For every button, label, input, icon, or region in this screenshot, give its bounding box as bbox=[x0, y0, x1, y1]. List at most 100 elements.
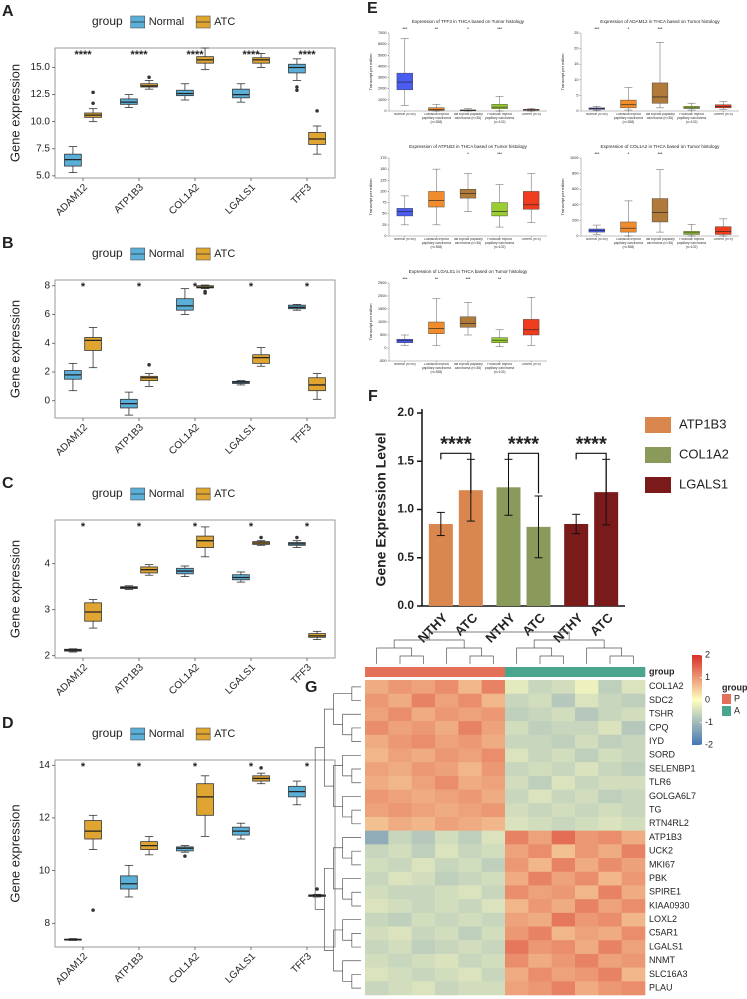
heatmap-cell bbox=[481, 721, 506, 736]
significance: **** bbox=[298, 49, 316, 61]
box bbox=[620, 99, 637, 109]
box bbox=[84, 820, 102, 840]
heatmap-cell bbox=[575, 803, 599, 818]
y-tick-label: 4000 bbox=[378, 64, 386, 68]
significance: * bbox=[193, 521, 198, 533]
outlier bbox=[259, 535, 263, 540]
heatmap-cell bbox=[505, 693, 529, 708]
row-label: PBK bbox=[649, 873, 667, 883]
heatmap-cell bbox=[388, 953, 412, 968]
x-tick-label-box: Follicular thyroid papillary carcinoma (… bbox=[677, 113, 706, 124]
x-tick-label: Others (n=9) bbox=[713, 113, 733, 116]
x-tick-label: Normal (n=59) bbox=[585, 238, 608, 241]
heatmap-cell bbox=[528, 748, 552, 763]
heatmap-cell bbox=[621, 803, 646, 818]
heatmap-cell bbox=[458, 693, 482, 708]
heatmap-cell bbox=[458, 940, 482, 955]
heatmap-cell bbox=[411, 912, 436, 927]
y-tick-label: 100 bbox=[380, 189, 386, 193]
y-tick-label: 2 bbox=[44, 650, 50, 661]
box-panel: Expression of COL1A2 in THCA based on Tu… bbox=[560, 144, 739, 249]
significance: * bbox=[137, 521, 142, 533]
row-label: TLR6 bbox=[649, 777, 671, 787]
heatmap-cell bbox=[528, 844, 552, 859]
heatmap-cell bbox=[481, 693, 506, 708]
heatmap-cell bbox=[411, 789, 436, 804]
x-tick-label: Others (n=9) bbox=[521, 113, 541, 116]
heatmap-cell bbox=[458, 926, 482, 941]
heatmap-cell bbox=[365, 953, 389, 968]
y-tick-label: 10.0 bbox=[31, 116, 51, 127]
heatmap-cell bbox=[458, 816, 482, 831]
heatmap-cell bbox=[621, 940, 646, 955]
panel-label: A bbox=[2, 3, 14, 20]
panel-label: E bbox=[367, 0, 378, 17]
box bbox=[491, 104, 508, 109]
heatmap-cell bbox=[621, 680, 646, 694]
heatmap-cell bbox=[388, 899, 412, 914]
box bbox=[196, 783, 214, 816]
heatmap-cell bbox=[505, 940, 529, 955]
box bbox=[308, 377, 326, 392]
box bbox=[140, 375, 158, 382]
box bbox=[491, 202, 508, 217]
heatmap-cell bbox=[458, 899, 482, 914]
heatmap-cell bbox=[598, 912, 622, 927]
row-label: ATP1B3 bbox=[649, 832, 682, 842]
heatmap-cell bbox=[458, 967, 482, 982]
y-axis-label: Transcript per million bbox=[368, 179, 373, 216]
heatmap-cell bbox=[621, 981, 646, 996]
heatmap-cell bbox=[481, 912, 506, 927]
heatmap-cell bbox=[551, 803, 576, 818]
heatmap-cell bbox=[435, 707, 459, 722]
significance: * bbox=[137, 761, 142, 773]
x-tick-label-box: Follicular thyroid papillary carcinoma (… bbox=[485, 113, 514, 124]
legend-swatch bbox=[645, 447, 671, 463]
significance: * bbox=[249, 521, 254, 533]
y-tick-label: 15 bbox=[574, 62, 578, 66]
row-label: SPIRE1 bbox=[649, 887, 681, 897]
heatmap-cell bbox=[365, 912, 389, 927]
heatmap-cell bbox=[621, 830, 646, 845]
x-tick-label: Normal (n=59) bbox=[393, 113, 416, 116]
y-tick-label: 1.5 bbox=[397, 453, 414, 467]
box bbox=[232, 88, 250, 99]
legend-title: group bbox=[92, 246, 123, 260]
y-tick-label: 0 bbox=[384, 346, 386, 350]
heatmap-cell bbox=[411, 926, 436, 941]
heatmap-cell bbox=[458, 912, 482, 927]
heatmap-cell bbox=[575, 953, 599, 968]
heatmap-cell bbox=[411, 748, 436, 763]
x-tick-label-box: Others (n=9) bbox=[522, 363, 541, 366]
outlier bbox=[91, 908, 95, 912]
outlier bbox=[91, 101, 95, 106]
heatmap-cell bbox=[411, 953, 436, 968]
heatmap-cell bbox=[411, 816, 436, 831]
box bbox=[252, 354, 270, 364]
heatmap-cell bbox=[505, 721, 529, 736]
y-tick-label: 200 bbox=[572, 218, 578, 222]
significance: * bbox=[137, 281, 142, 293]
heatmap-cell bbox=[481, 707, 506, 722]
heatmap-cell bbox=[621, 789, 646, 804]
chart-title: Expression of ATP1B3 in THCA based on Tu… bbox=[409, 144, 527, 149]
heatmap-cell bbox=[505, 680, 529, 694]
legend-label: ATC bbox=[214, 728, 235, 740]
heatmap-cell bbox=[435, 762, 459, 777]
heatmap-cell bbox=[365, 940, 389, 955]
heatmap-cell bbox=[551, 912, 576, 927]
heatmap-cell bbox=[435, 981, 459, 996]
y-tick-label: 10 bbox=[39, 865, 51, 876]
heatmap-cell bbox=[598, 885, 622, 900]
heatmap-cell bbox=[575, 899, 599, 914]
heatmap-cell bbox=[551, 981, 576, 996]
y-axis-label: Transcript per million bbox=[560, 179, 565, 216]
y-tick-label: 1.0 bbox=[397, 502, 414, 516]
heatmap-cell bbox=[598, 748, 622, 763]
bar bbox=[564, 523, 589, 606]
heatmap-cell bbox=[575, 693, 599, 708]
heatmap-cell bbox=[621, 953, 646, 968]
heatmap-cell bbox=[551, 789, 576, 804]
heatmap-cell bbox=[458, 775, 482, 790]
row-label: PLAU bbox=[649, 983, 673, 993]
